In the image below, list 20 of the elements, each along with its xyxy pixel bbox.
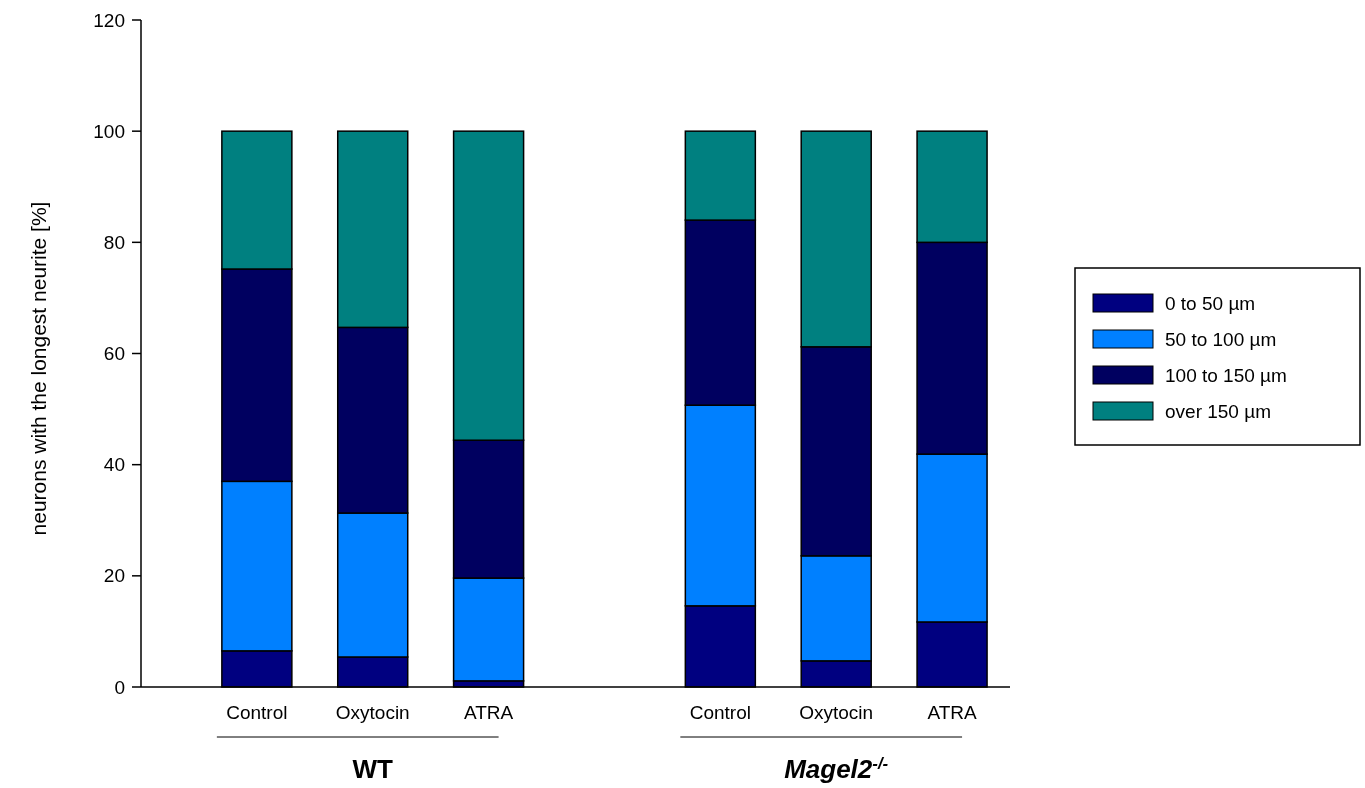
y-axis-title: neurons with the longest neurite [%] [27,201,50,536]
x-tick-label: Control [226,702,288,723]
x-tick-label: ATRA [463,702,514,723]
text: Magel2$^{-/-}$ [784,753,889,784]
legend-label: 100 to 150 µm [1165,364,1287,386]
x-tick-label: Control [689,702,751,723]
legend-label: 0 to 50 µm [1165,292,1256,314]
legend-label: 50 to 100 µm [1165,328,1277,350]
y-tick-label: 20 [103,565,125,587]
text: WT [352,754,394,784]
y-tick-label: 120 [93,9,125,31]
y-tick-label: 60 [103,343,125,365]
y-tick-label: 80 [103,231,125,253]
x-tick-label: ATRA [927,702,978,723]
y-tick-label: 40 [103,454,125,476]
x-tick-label: Oxytocin [799,702,874,723]
legend-label: over 150 µm [1165,400,1271,422]
x-tick-label: Oxytocin [335,702,410,723]
y-tick-label: 0 [114,676,125,698]
y-tick-label: 100 [93,120,125,142]
